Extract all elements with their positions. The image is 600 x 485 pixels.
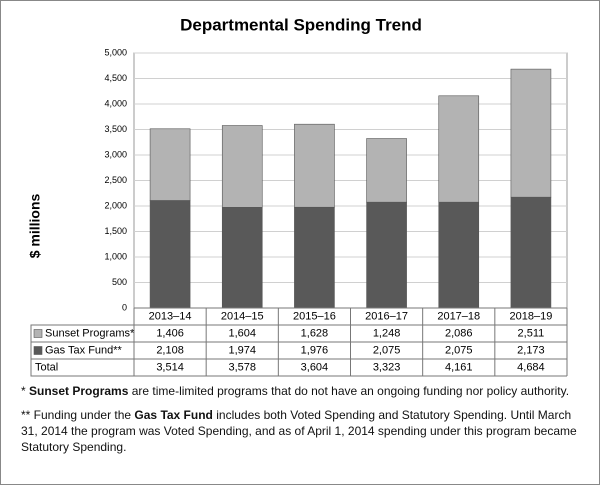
table-value: 2,075 <box>373 344 401 356</box>
x-tick-label: 2014–15 <box>221 310 264 322</box>
legend-label: Sunset Programs* <box>45 327 135 339</box>
table-value: 2,173 <box>517 344 545 356</box>
total-label: Total <box>35 361 58 373</box>
y-tick-label: 5,000 <box>104 47 127 57</box>
bar-segment <box>294 206 335 309</box>
y-tick-label: 3,000 <box>104 149 127 159</box>
bar-segment <box>221 207 263 309</box>
bar-segment <box>438 95 480 203</box>
legend-label: Gas Tax Fund** <box>45 344 123 356</box>
legend-swatch <box>33 346 43 355</box>
bar-segment <box>510 196 552 309</box>
table-value: 1,248 <box>373 327 401 339</box>
y-tick-label: 2,000 <box>104 200 127 210</box>
x-tick-label: 2018–19 <box>510 310 553 322</box>
footnote: ** Funding under the Gas Tax Fund includ… <box>21 407 586 455</box>
y-tick-label: 2,500 <box>104 175 127 185</box>
footnote: * Sunset Programs are time-limited progr… <box>21 383 586 399</box>
table-value: 1,976 <box>301 344 329 356</box>
y-tick-label: 500 <box>112 277 127 287</box>
footnote-text: * <box>21 384 30 398</box>
table-value: 1,628 <box>301 327 329 339</box>
x-tick-label: 2015–16 <box>293 310 336 322</box>
bar-segment <box>438 201 480 309</box>
footnote-text: includes both Voted Spending and Statuto… <box>21 408 581 454</box>
table-total: 3,514 <box>156 361 184 373</box>
table-value: 2,108 <box>156 344 184 356</box>
table-total: 3,578 <box>228 361 256 373</box>
bar-segment <box>366 138 407 203</box>
footnotes: * Sunset Programs are time-limited progr… <box>21 383 586 463</box>
y-tick-label: 4,000 <box>104 98 127 108</box>
table-total: 4,684 <box>517 361 545 373</box>
bar-segment <box>294 123 335 208</box>
x-tick-label: 2013–14 <box>149 310 192 322</box>
table-value: 1,974 <box>228 344 256 356</box>
x-tick-label: 2016–17 <box>365 310 408 322</box>
x-tick-label: 2017–18 <box>437 310 480 322</box>
table-value: 1,604 <box>228 327 256 339</box>
chart-title: Departmental Spending Trend <box>180 15 422 34</box>
table-total: 3,323 <box>373 361 401 373</box>
bar-segment <box>149 200 191 309</box>
table-value: 1,406 <box>156 327 184 339</box>
bar-segment <box>510 68 552 198</box>
y-axis-label: $ millions <box>27 194 43 259</box>
y-tick-label: 0 <box>122 302 127 312</box>
bar-segment <box>149 128 191 201</box>
y-tick-label: 1,000 <box>104 251 127 261</box>
footnote-text: ** Funding under the <box>21 408 135 422</box>
bar-segment <box>221 125 263 208</box>
table-total: 3,604 <box>301 361 329 373</box>
footnote-text: Sunset Programs <box>29 384 129 398</box>
legend-swatch <box>33 329 43 338</box>
bar-segment <box>366 201 407 309</box>
chart: Departmental Spending Trend $ millions 0… <box>27 15 568 377</box>
y-tick-label: 3,500 <box>104 124 127 134</box>
table-value: 2,086 <box>445 327 473 339</box>
table-value: 2,075 <box>445 344 473 356</box>
y-tick-label: 4,500 <box>104 73 127 83</box>
y-tick-label: 1,500 <box>104 226 127 236</box>
footnote-text: Gas Tax Fund <box>134 408 213 422</box>
footnote-text: are time-limited programs that do not ha… <box>128 384 570 398</box>
table-total: 4,161 <box>445 361 473 373</box>
table-value: 2,511 <box>518 327 545 339</box>
